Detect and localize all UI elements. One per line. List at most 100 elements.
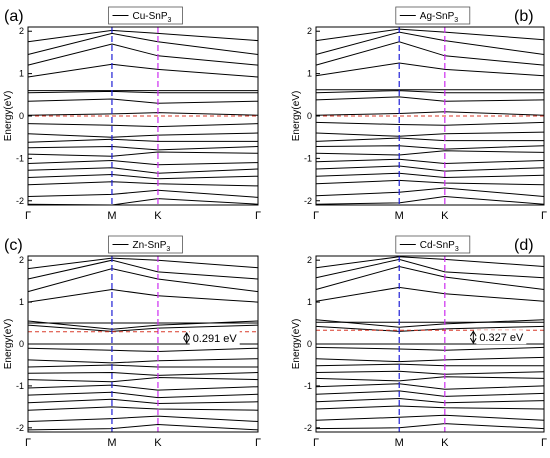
panel-label: (c) bbox=[4, 237, 23, 254]
band-line bbox=[27, 398, 259, 405]
legend-label: Cu-SnP3 bbox=[133, 11, 172, 24]
band-line bbox=[315, 41, 545, 66]
y-tick-label: -1 bbox=[304, 153, 312, 163]
y-tick-label: 0 bbox=[307, 339, 312, 349]
x-tick-label: Γ bbox=[313, 437, 319, 449]
band-line bbox=[315, 137, 544, 142]
band-line bbox=[315, 62, 545, 77]
gap-arrow-down bbox=[469, 337, 477, 344]
y-tick-label: 1 bbox=[19, 297, 24, 307]
y-tick-label: 2 bbox=[307, 255, 312, 265]
band-line bbox=[315, 256, 545, 269]
band-line bbox=[27, 423, 259, 431]
band-line bbox=[27, 98, 259, 104]
legend-box bbox=[395, 235, 471, 254]
band-line bbox=[27, 257, 259, 270]
panel-label: (b) bbox=[514, 8, 534, 25]
y-tick-label: 0 bbox=[307, 111, 312, 121]
y-tick-label: 0 bbox=[19, 339, 24, 349]
panel-a: -2 -1 0 1 2 Γ M K Γ Energy(eV) Cu-SnP3 (a) bbox=[3, 6, 261, 222]
y-tick-label: -1 bbox=[16, 153, 24, 163]
band-line bbox=[315, 179, 545, 186]
x-tick-label: Γ bbox=[313, 210, 319, 222]
legend-box bbox=[108, 235, 183, 254]
band-line bbox=[27, 320, 259, 330]
band-line bbox=[27, 364, 258, 368]
x-tick-label: M bbox=[395, 210, 404, 222]
band-line bbox=[27, 181, 259, 187]
band-line bbox=[315, 286, 545, 302]
y-tick-label: -1 bbox=[304, 381, 312, 391]
y-tick-label: 2 bbox=[19, 255, 24, 265]
band-line bbox=[315, 31, 545, 55]
y-tick-label: 2 bbox=[307, 26, 312, 36]
band-line bbox=[27, 29, 259, 43]
band-line bbox=[315, 145, 545, 150]
band-line bbox=[27, 415, 259, 422]
y-tick-label: 1 bbox=[19, 69, 24, 79]
y-tick-label: -2 bbox=[304, 196, 312, 206]
band-line bbox=[315, 150, 545, 156]
gap-arrow-down bbox=[183, 337, 191, 344]
band-line bbox=[315, 165, 545, 172]
band-line bbox=[27, 167, 259, 174]
panel-label: (a) bbox=[4, 8, 24, 25]
gap-arrow-up bbox=[469, 330, 477, 337]
y-axis-label: Energy(eV) bbox=[3, 319, 14, 370]
y-tick-label: 1 bbox=[307, 69, 312, 79]
legend-box bbox=[395, 6, 471, 25]
x-tick-label: K bbox=[441, 437, 449, 449]
band-line bbox=[27, 406, 259, 411]
y-tick-label: 2 bbox=[19, 26, 24, 36]
band-line bbox=[27, 358, 259, 364]
panel-c: 0.291 eV -2 -1 0 1 2 Γ M K Γ Energy(eV) Zn-SnP3 (c) bbox=[3, 235, 261, 449]
x-tick-label: M bbox=[395, 437, 404, 449]
band-line bbox=[27, 371, 259, 376]
y-tick-label: -2 bbox=[304, 423, 312, 433]
band-line bbox=[27, 268, 259, 293]
gap-label-background bbox=[476, 330, 527, 345]
gap-label-background bbox=[189, 330, 240, 345]
band-line bbox=[27, 391, 259, 399]
y-tick-label: -2 bbox=[16, 196, 24, 206]
band-line bbox=[315, 370, 545, 375]
band-line bbox=[315, 131, 545, 137]
band-line bbox=[27, 376, 259, 383]
x-tick-label: M bbox=[107, 210, 116, 222]
x-tick-label: Γ bbox=[541, 210, 547, 222]
band-line bbox=[27, 63, 259, 78]
band-line bbox=[27, 123, 259, 128]
band-line bbox=[315, 90, 544, 94]
band-line bbox=[27, 347, 259, 353]
y-axis-label: Energy(eV) bbox=[291, 319, 302, 370]
x-tick-label: Γ bbox=[255, 210, 261, 222]
band-line bbox=[315, 158, 545, 165]
x-tick-label: K bbox=[441, 210, 449, 222]
band-line bbox=[315, 363, 544, 367]
legend-label: Ag-SnP3 bbox=[420, 11, 458, 24]
y-tick-label: 0 bbox=[19, 111, 24, 121]
x-tick-label: K bbox=[154, 437, 162, 449]
legend-label: Zn-SnP3 bbox=[133, 240, 171, 253]
band-line bbox=[315, 195, 545, 205]
band-line bbox=[315, 28, 545, 42]
panel-label: (d) bbox=[514, 237, 534, 254]
band-line bbox=[27, 32, 259, 55]
band-line bbox=[315, 356, 545, 363]
band-line bbox=[27, 43, 259, 66]
band-line bbox=[315, 258, 545, 279]
band-line bbox=[27, 384, 259, 391]
band-line bbox=[27, 90, 258, 94]
band-line bbox=[315, 319, 545, 328]
band-line bbox=[315, 121, 545, 126]
gap-label: 0.327 eV bbox=[479, 332, 524, 344]
y-tick-label: -2 bbox=[16, 423, 24, 433]
y-axis-label: Energy(eV) bbox=[291, 91, 302, 142]
band-line bbox=[27, 145, 259, 151]
x-tick-label: Γ bbox=[255, 437, 261, 449]
band-line bbox=[27, 159, 259, 166]
x-tick-label: M bbox=[107, 437, 116, 449]
band-line bbox=[315, 423, 545, 430]
band-line bbox=[315, 397, 545, 404]
